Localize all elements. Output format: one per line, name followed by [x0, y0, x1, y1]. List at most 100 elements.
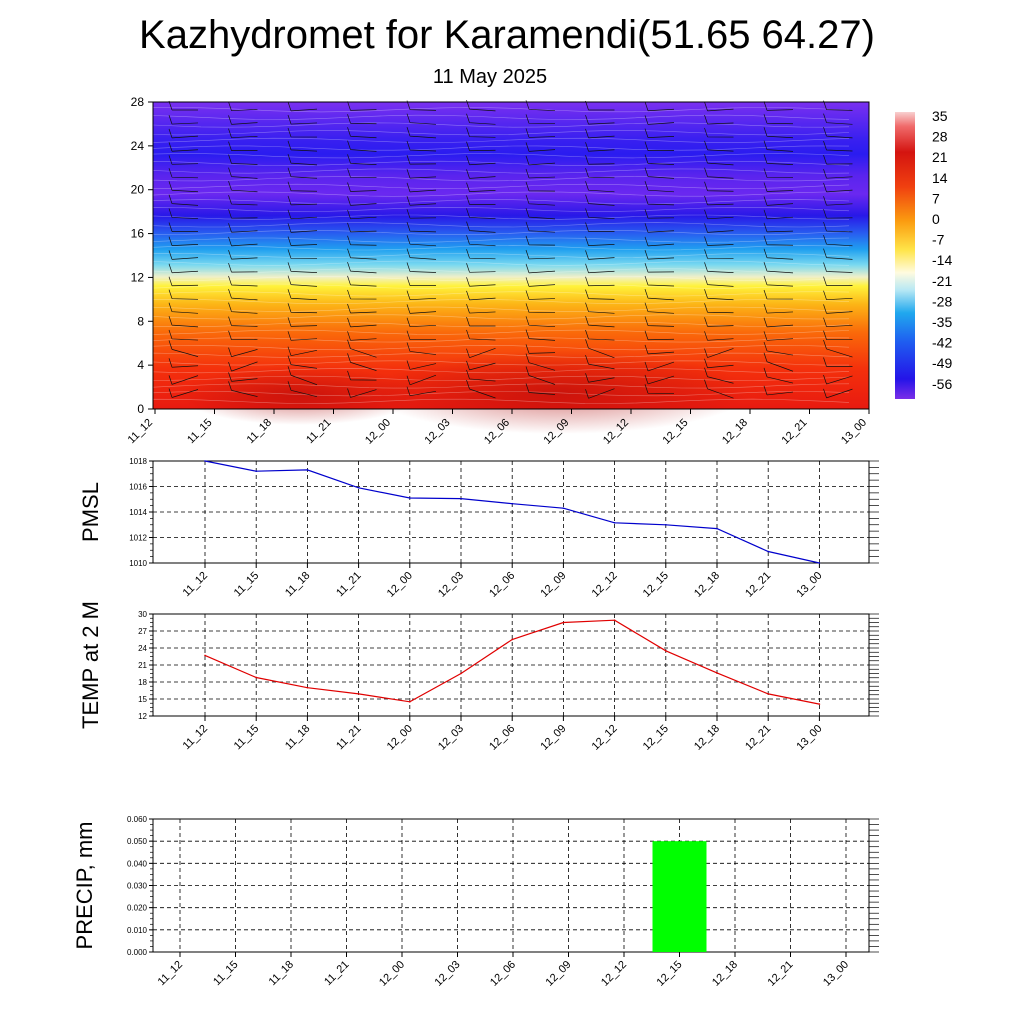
wind-barb	[704, 140, 734, 152]
section-isoline	[152, 183, 850, 189]
wind-barb	[347, 261, 377, 274]
section-frame	[152, 101, 870, 410]
section-isoline	[152, 337, 850, 343]
wind-barb	[406, 276, 437, 286]
wind-barb	[406, 140, 437, 152]
colorbar-label: -35	[932, 314, 952, 330]
section-y-tick-label: 8	[137, 314, 144, 328]
section-isoline	[152, 229, 850, 236]
pmsl-y-tick-label: 1018	[129, 457, 147, 466]
section-isoline	[152, 176, 850, 182]
precip-x-tick-label: 12_03	[433, 959, 463, 989]
wind-barb	[406, 317, 437, 328]
section-isoline	[152, 306, 850, 312]
wind-barb	[763, 367, 794, 384]
wind-barb	[228, 223, 258, 233]
temp-point	[665, 650, 667, 652]
temp-ylabel: TEMP at 2 M	[78, 601, 103, 729]
pmsl-ylabel: PMSL	[78, 482, 103, 542]
wind-barb	[228, 101, 258, 112]
wind-barb	[585, 250, 615, 260]
wind-barb	[347, 339, 377, 358]
chart-subtitle: 11 May 2025	[433, 66, 547, 88]
wind-barb	[585, 302, 615, 314]
section-isoline	[152, 275, 850, 282]
section-isoline	[152, 299, 850, 305]
section-x-tick-label: 12_21	[780, 417, 810, 447]
pmsl-x-tick-label: 12_18	[692, 570, 722, 600]
pmsl-y-tick-label: 1012	[129, 534, 147, 543]
wind-barb	[525, 128, 556, 138]
wind-barb	[466, 169, 496, 179]
pmsl-x-tick-label: 11_18	[283, 570, 313, 600]
wind-barb	[406, 113, 437, 125]
wind-barb	[525, 221, 556, 233]
pmsl-point	[613, 522, 616, 524]
wind-barb	[585, 276, 615, 287]
temp-x-tick-label: 12_00	[385, 723, 415, 753]
wind-barb	[525, 207, 556, 220]
section-x-tick-label: 11_12	[126, 417, 156, 447]
wind-barb	[406, 127, 437, 139]
section-isoline	[152, 345, 850, 351]
temp-y-tick-label: 18	[138, 678, 147, 687]
wind-barb	[525, 168, 556, 179]
temp-point	[613, 619, 616, 622]
section-isoline	[152, 168, 850, 174]
precip-y-tick-label: 0.010	[127, 926, 148, 935]
wind-barb	[763, 235, 794, 246]
wind-barb	[168, 289, 199, 300]
wind-barb	[406, 290, 437, 301]
wind-barb	[287, 167, 318, 179]
wind-barb	[585, 142, 615, 152]
wind-barb	[525, 235, 556, 246]
pmsl-point	[511, 502, 513, 505]
wind-barb	[823, 127, 853, 139]
precip-x-tick-label: 12_12	[599, 959, 629, 989]
wind-barb	[525, 277, 556, 287]
wind-barb	[287, 381, 318, 398]
pmsl-x-tick-label: 12_15	[641, 570, 671, 600]
wind-barb	[644, 141, 675, 151]
wind-barb	[347, 209, 377, 220]
wind-barb	[347, 222, 377, 233]
wind-barb	[347, 370, 377, 381]
temp-x-tick-label: 12_12	[590, 723, 620, 753]
colorbar-ramp	[895, 112, 915, 399]
wind-barb	[347, 127, 377, 139]
pmsl-point	[562, 507, 565, 509]
precip-x-tick-label: 12_18	[710, 959, 740, 989]
section-isoline	[152, 153, 850, 159]
wind-barb	[347, 331, 377, 341]
wind-barb	[347, 248, 377, 260]
wind-barb	[347, 101, 377, 111]
wind-barb	[228, 263, 258, 273]
wind-barb	[704, 127, 734, 138]
wind-barb	[168, 128, 199, 139]
wind-barb	[644, 167, 675, 179]
wind-barb	[287, 355, 318, 369]
wind-barb	[168, 358, 199, 368]
pmsl-point	[665, 523, 667, 526]
pmsl-point	[460, 497, 462, 500]
section-isoline	[152, 260, 850, 266]
wind-barb	[823, 374, 853, 385]
wind-barb	[763, 275, 794, 287]
section-isoline	[152, 368, 850, 374]
wind-barb	[763, 341, 794, 356]
wind-barb	[287, 289, 318, 301]
wind-barb	[406, 342, 437, 355]
wind-barb	[228, 316, 258, 327]
wind-barb	[347, 289, 377, 300]
wind-barb	[466, 277, 496, 287]
wind-barb	[823, 330, 853, 341]
wind-barb	[168, 388, 199, 398]
temp-point	[204, 654, 206, 657]
section-isoline	[152, 352, 850, 358]
wind-barb	[168, 222, 199, 232]
wind-barb	[704, 367, 734, 384]
wind-barb	[644, 275, 675, 287]
pmsl-y-tick-label: 1010	[129, 559, 147, 568]
wind-barb	[704, 262, 734, 273]
wind-barb	[823, 155, 853, 165]
